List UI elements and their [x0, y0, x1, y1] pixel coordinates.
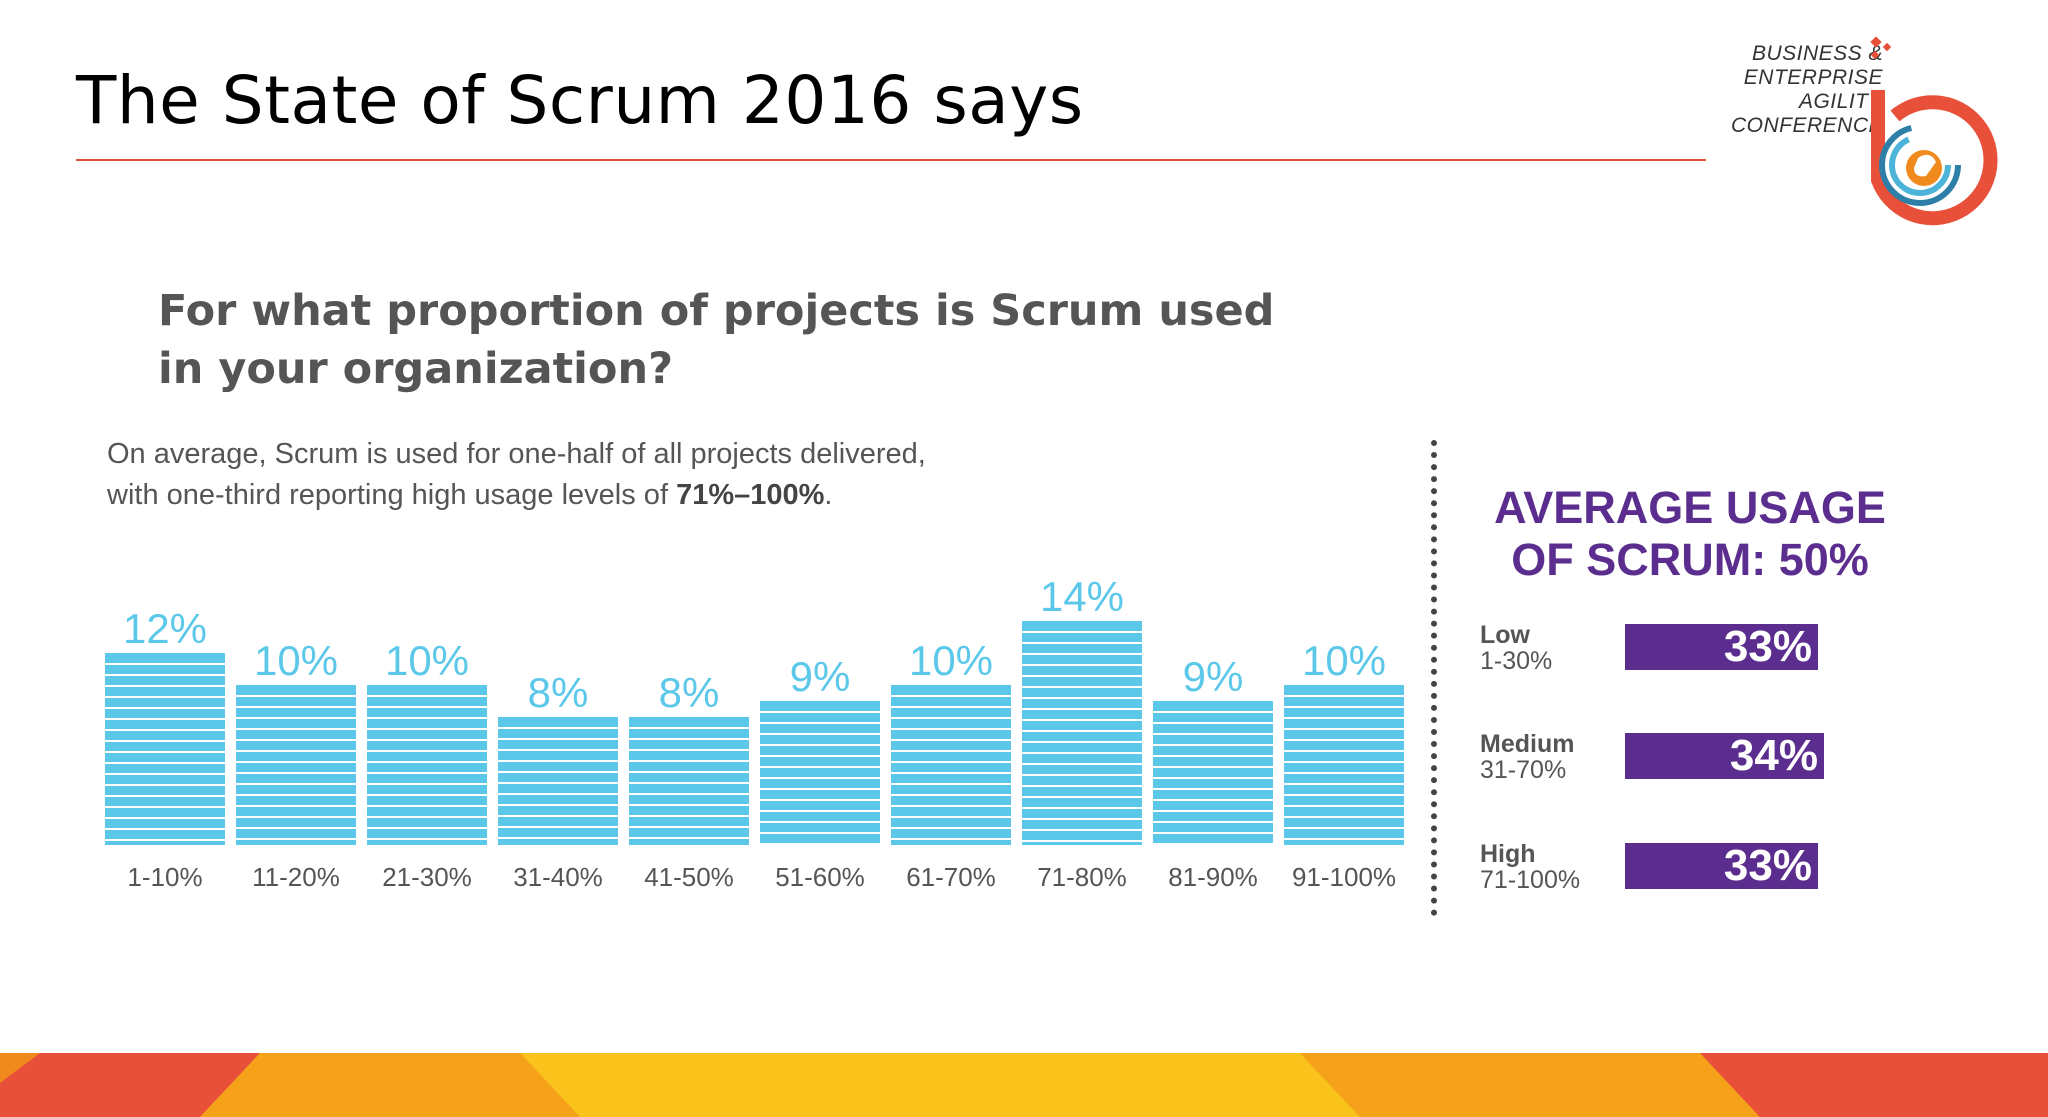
average-title-line-2: OF SCRUM: 50% [1511, 534, 1869, 585]
summary-line-2-bold: 71%–100% [676, 479, 825, 511]
summary-line-2: with one-third reporting high usage leve… [107, 475, 926, 516]
average-usage-title: AVERAGE USAGE OF SCRUM: 50% [1440, 482, 1940, 586]
segment-medium: Medium 31-70% [1480, 731, 1574, 783]
segment-range: 1-30% [1480, 647, 1553, 675]
bar-category-label: 1-10% [127, 862, 202, 892]
average-title-line-1: AVERAGE USAGE [1494, 482, 1886, 533]
bar-value-label: 10% [254, 637, 338, 684]
summary-line-2-suffix: . [824, 479, 833, 511]
logo-line-3: AGILITY [1798, 90, 1883, 113]
bar-category-label: 81-90% [1168, 862, 1258, 892]
bar-value-label: 10% [1302, 637, 1386, 684]
bar-category-label: 71-80% [1037, 862, 1127, 892]
bar-category-label: 21-30% [382, 862, 472, 892]
question-line-1: For what proportion of projects is Scrum… [158, 286, 1275, 336]
segment-high: High 71-100% [1480, 841, 1580, 893]
summary-line-1: On average, Scrum is used for one-half o… [107, 438, 926, 470]
segment-bar: 34% [1625, 733, 1824, 779]
bar-value-label: 12% [123, 605, 207, 652]
bar-category-label: 61-70% [906, 862, 996, 892]
bar-value-label: 10% [385, 637, 469, 684]
bar-31-40% [498, 717, 618, 845]
segment-range: 71-100% [1480, 866, 1581, 894]
infographic-summary: On average, Scrum is used for one-half o… [107, 434, 926, 516]
bar-value-label: 9% [790, 653, 851, 700]
bar-61-70% [891, 685, 1011, 845]
bar-category-label: 41-50% [644, 862, 734, 892]
logo-text: BUSINESS & ENTERPRISE AGILITY CONFERENCE [1731, 42, 1883, 138]
title-divider [76, 159, 1706, 161]
infographic-question: For what proportion of projects is Scrum… [158, 282, 1274, 398]
logo-line-2: ENTERPRISE [1743, 66, 1883, 89]
summary-line-2-prefix: with one-third reporting high usage leve… [107, 479, 677, 511]
conference-logo: BUSINESS & ENTERPRISE AGILITY CONFERENCE [1700, 30, 2020, 230]
segment-bar: 33% [1625, 843, 1818, 889]
bar-41-50% [629, 717, 749, 845]
question-line-2: in your organization? [158, 344, 674, 394]
segment-label: Medium [1480, 730, 1575, 758]
slide-title: The State of Scrum 2016 says [76, 62, 1084, 139]
bar-91-100% [1284, 685, 1404, 845]
segment-range: 31-70% [1480, 756, 1567, 784]
logo-line-4: CONFERENCE [1730, 114, 1883, 137]
logo-mark-icon [1870, 36, 1998, 226]
bar-11-20% [236, 685, 356, 845]
bar-1-10% [105, 653, 225, 845]
bar-category-label: 11-20% [252, 862, 340, 892]
bar-value-label: 8% [659, 669, 720, 716]
bar-value-label: 8% [528, 669, 589, 716]
segment-label: Low [1480, 621, 1530, 649]
bar-value-label: 10% [909, 637, 993, 684]
segment-label: High [1480, 840, 1536, 868]
bar-value-label: 9% [1183, 653, 1244, 700]
bar-value-label: 14% [1040, 573, 1124, 620]
logo-line-1: BUSINESS & [1751, 42, 1883, 65]
bar-21-30% [367, 685, 487, 845]
bar-category-label: 31-40% [513, 862, 603, 892]
segment-bar: 33% [1625, 624, 1818, 670]
bar-category-label: 91-100% [1292, 862, 1396, 892]
footer-band [0, 1053, 2048, 1117]
segment-low: Low 1-30% [1480, 622, 1552, 674]
dotted-divider [1431, 440, 1437, 916]
bar-category-label: 51-60% [775, 862, 865, 892]
